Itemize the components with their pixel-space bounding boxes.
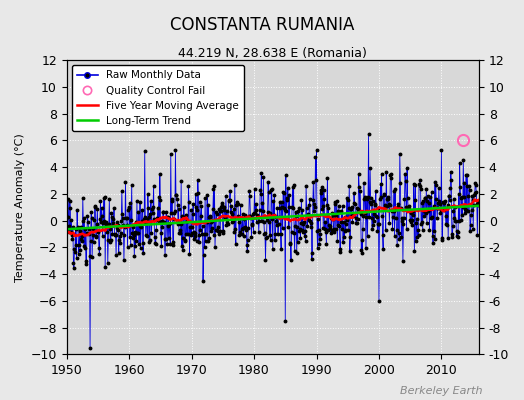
Y-axis label: Temperature Anomaly (°C): Temperature Anomaly (°C) — [15, 133, 25, 282]
Text: CONSTANTA RUMANIA: CONSTANTA RUMANIA — [170, 16, 354, 34]
Text: Berkeley Earth: Berkeley Earth — [400, 386, 482, 396]
Legend: Raw Monthly Data, Quality Control Fail, Five Year Moving Average, Long-Term Tren: Raw Monthly Data, Quality Control Fail, … — [72, 65, 244, 131]
Title: 44.219 N, 28.638 E (Romania): 44.219 N, 28.638 E (Romania) — [178, 47, 367, 60]
